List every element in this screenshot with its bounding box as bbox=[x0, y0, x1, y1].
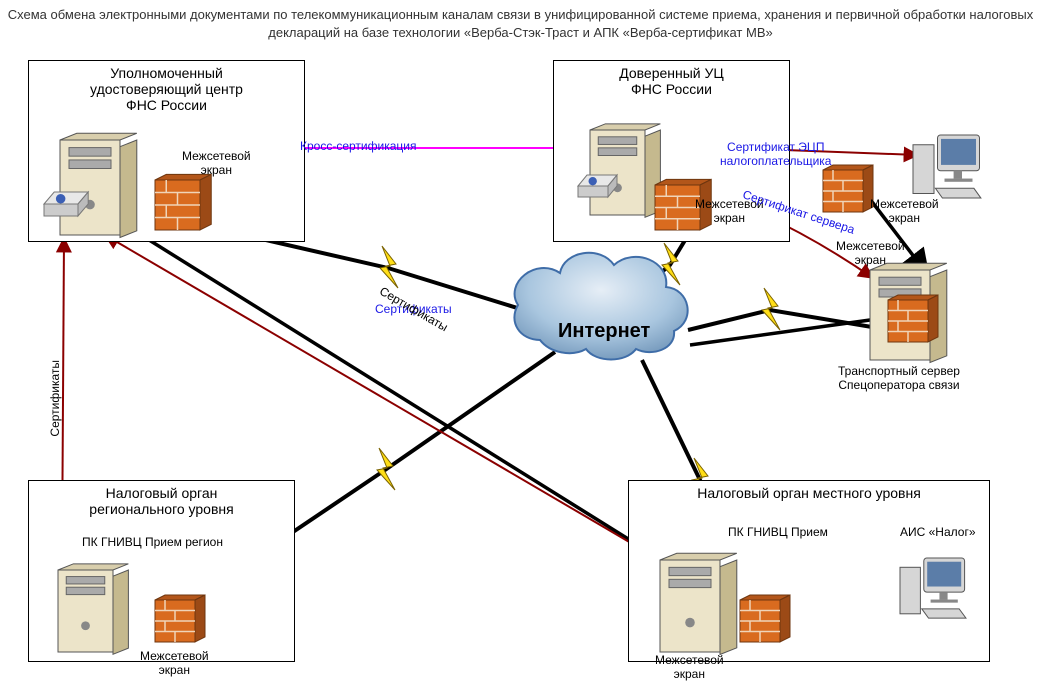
firewall-icon bbox=[888, 295, 938, 342]
floppy-icon bbox=[44, 192, 88, 216]
firewall-label: Межсетевой экран bbox=[870, 198, 939, 226]
icon-layer bbox=[0, 0, 1041, 700]
pc-icon bbox=[900, 558, 966, 618]
cert-label: Сертификат ЭЦП налогоплательщика bbox=[720, 141, 831, 169]
internet-label: Интернет bbox=[558, 320, 650, 343]
firewall-icon bbox=[823, 165, 873, 212]
cert-label: Сертификаты bbox=[48, 360, 62, 437]
firewall-icon bbox=[155, 174, 211, 230]
misc-label: ПК ГНИВЦ Прием регион bbox=[82, 536, 223, 550]
server-icon bbox=[58, 564, 128, 654]
firewall-label: Межсетевой экран bbox=[140, 650, 209, 678]
misc-label: ПК ГНИВЦ Прием bbox=[728, 526, 828, 540]
server-icon bbox=[660, 553, 737, 654]
cross-cert-label: Кросс-сертификация bbox=[300, 140, 416, 154]
firewall-label: Межсетевой экран bbox=[836, 240, 905, 268]
misc-label: АИС «Налог» bbox=[900, 526, 976, 540]
pc-icon bbox=[913, 135, 981, 198]
firewall-icon bbox=[155, 595, 205, 642]
misc-label: Транспортный сервер Спецоператора связи bbox=[838, 365, 960, 393]
floppy-icon bbox=[578, 175, 617, 197]
firewall-icon bbox=[740, 595, 790, 642]
server-icon bbox=[60, 133, 137, 237]
server-icon bbox=[590, 124, 660, 217]
internet-cloud bbox=[514, 253, 687, 360]
firewall-label: Межсетевой экран bbox=[182, 150, 251, 178]
firewall-label: Межсетевой экран bbox=[655, 654, 724, 682]
